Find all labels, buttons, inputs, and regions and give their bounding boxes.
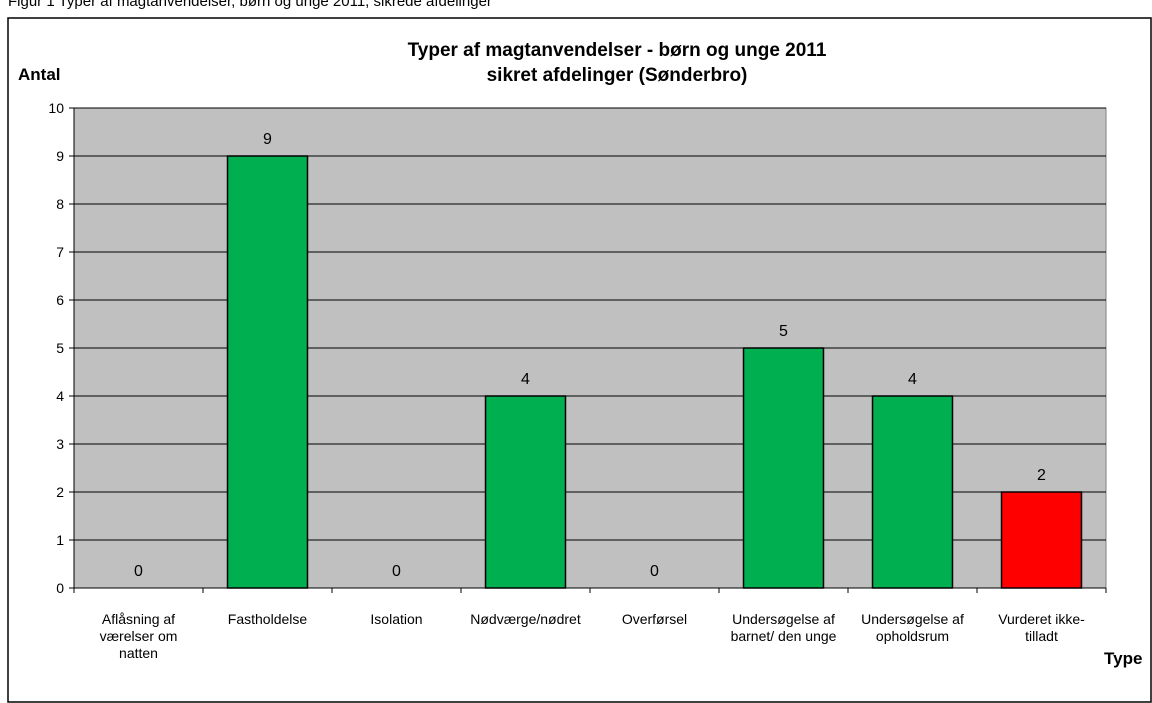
y-tick-label: 1 (56, 532, 64, 548)
value-label: 0 (392, 563, 401, 580)
value-label: 0 (650, 563, 659, 580)
y-tick-label: 0 (56, 580, 64, 596)
value-label: 5 (779, 323, 788, 340)
y-tick-label: 8 (56, 196, 64, 212)
y-tick-label: 9 (56, 148, 64, 164)
x-tick-label: Undersøgelse af barnet/ den unge (731, 611, 837, 644)
x-tick-label: Aflåsning af værelser om natten (100, 611, 178, 661)
value-label: 0 (134, 563, 143, 580)
y-tick-label: 6 (56, 292, 64, 308)
figure-caption: Figur 1 Typer af magtanvendelser, børn o… (8, 0, 492, 10)
x-tick-label: Undersøgelse af opholdsrum (861, 611, 964, 644)
value-label: 4 (521, 371, 530, 388)
y-tick-label: 7 (56, 244, 64, 260)
x-tick-label: Vurderet ikke-tilladt (998, 611, 1085, 644)
bar (871, 395, 954, 589)
value-label: 2 (1037, 467, 1046, 484)
y-axis-title: Antal (18, 65, 61, 84)
y-tick-label: 5 (56, 340, 64, 356)
value-label: 9 (263, 131, 272, 148)
bar (1000, 491, 1083, 589)
bar (226, 155, 309, 589)
value-labels: 0 9 0 4 0 5 4 2 (134, 131, 1046, 580)
y-tick-label: 3 (56, 436, 64, 452)
bar (742, 347, 825, 589)
x-axis-title: Type (1104, 649, 1142, 668)
x-tick-label: Isolation (370, 611, 422, 627)
value-label: 4 (908, 371, 917, 388)
chart-title: Typer af magtanvendelser - børn og unge … (408, 40, 827, 61)
y-axis: 0 1 2 3 4 5 6 7 8 9 10 (48, 100, 75, 596)
x-tick-label: Fastholdelse (228, 611, 308, 627)
x-axis: Aflåsning af værelser om natten Fastholdels… (73, 587, 1107, 661)
y-tick-label: 4 (56, 388, 64, 404)
x-tick-label: Overførsel (622, 611, 687, 627)
bar (484, 395, 567, 589)
y-tick-label: 2 (56, 484, 64, 500)
y-tick-label: 10 (48, 100, 64, 116)
x-tick-label: Nødværge/nødret (470, 611, 581, 627)
chart-subtitle: sikret afdelinger (Sønderbro) (487, 65, 748, 86)
